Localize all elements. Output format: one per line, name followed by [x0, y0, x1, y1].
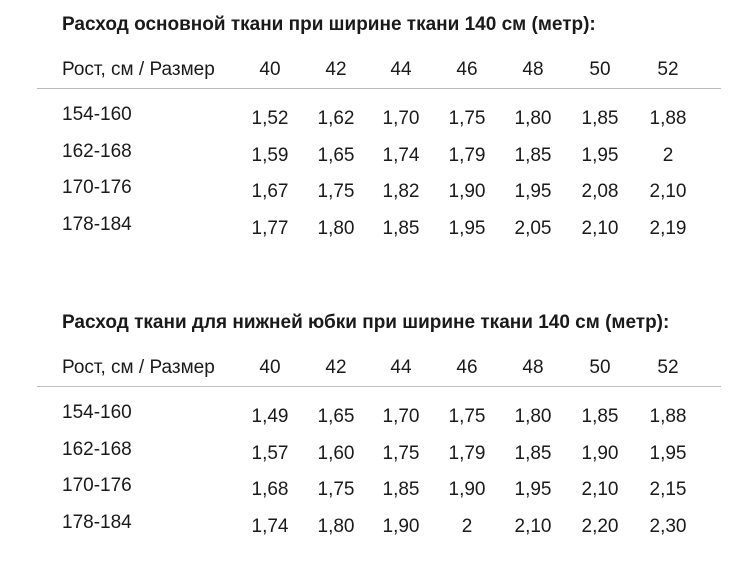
header-size: 46 [456, 357, 478, 378]
header-label: Рост, см / Размер [62, 357, 215, 378]
cell: 1,88 [649, 406, 687, 427]
header-size: 48 [522, 357, 544, 378]
divider [37, 88, 721, 89]
row-label: 170-176 [62, 177, 132, 198]
cell: 2,30 [649, 515, 687, 537]
row-label: 162-168 [62, 438, 132, 460]
header-size: 48 [522, 59, 544, 80]
header-size: 50 [589, 59, 611, 80]
cell: 1,80 [514, 406, 552, 427]
cell: 1,80 [317, 217, 355, 239]
cell: 1,60 [317, 442, 355, 464]
cell: 2,08 [581, 181, 619, 202]
cell: 1,90 [382, 515, 420, 537]
cell: 2,20 [581, 515, 619, 537]
cell: 1,49 [251, 406, 289, 427]
cell: 1,77 [251, 217, 289, 239]
cell: 2,10 [581, 479, 619, 500]
cell: 1,65 [317, 406, 355, 427]
cell: 2 [662, 144, 674, 166]
cell: 1,75 [448, 108, 486, 129]
cell: 1,68 [251, 479, 289, 500]
cell: 1,67 [251, 181, 289, 202]
cell: 1,85 [382, 479, 420, 500]
cell: 2,10 [514, 515, 552, 537]
table-title: Расход основной ткани при ширине ткани 1… [62, 14, 596, 35]
row-label: 178-184 [62, 213, 132, 235]
cell: 1,70 [382, 108, 420, 129]
header-size: 40 [259, 59, 281, 80]
cell: 1,74 [251, 515, 289, 537]
row-label: 162-168 [62, 140, 132, 162]
cell: 1,90 [448, 181, 486, 202]
header-size: 44 [390, 59, 412, 80]
header-size: 50 [589, 357, 611, 378]
cell: 1,95 [581, 144, 619, 166]
cell: 1,95 [514, 479, 552, 500]
cell: 2 [461, 515, 473, 537]
header-size: 42 [325, 357, 347, 378]
cell: 1,57 [251, 442, 289, 464]
cell: 1,95 [649, 442, 687, 464]
divider [37, 386, 721, 387]
cell: 1,79 [448, 442, 486, 464]
cell: 1,95 [448, 217, 486, 239]
cell: 1,80 [514, 108, 552, 129]
cell: 1,75 [317, 181, 355, 202]
cell: 1,75 [382, 442, 420, 464]
header-size: 52 [657, 357, 679, 378]
cell: 1,79 [448, 144, 486, 166]
cell: 1,82 [382, 181, 420, 202]
cell: 1,59 [251, 144, 289, 166]
cell: 2,05 [514, 217, 552, 239]
row-label: 178-184 [62, 511, 132, 533]
cell: 1,90 [448, 479, 486, 500]
cell: 1,85 [581, 406, 619, 427]
cell: 1,90 [581, 442, 619, 464]
cell: 1,75 [448, 406, 486, 427]
cell: 1,70 [382, 406, 420, 427]
row-label: 170-176 [62, 475, 132, 496]
header-label: Рост, см / Размер [62, 59, 215, 80]
cell: 1,85 [382, 217, 420, 239]
header-size: 46 [456, 59, 478, 80]
table-title: Расход ткани для нижней юбки при ширине … [62, 312, 670, 333]
cell: 1,85 [514, 442, 552, 464]
row-label: 154-160 [62, 104, 132, 125]
row-label: 154-160 [62, 402, 132, 423]
cell: 1,65 [317, 144, 355, 166]
header-size: 42 [325, 59, 347, 80]
cell: 2,10 [649, 181, 687, 202]
cell: 1,80 [317, 515, 355, 537]
cell: 1,85 [581, 108, 619, 129]
header-size: 52 [657, 59, 679, 80]
cell: 1,52 [251, 108, 289, 129]
cell: 1,95 [514, 181, 552, 202]
cell: 2,10 [581, 217, 619, 239]
cell: 1,85 [514, 144, 552, 166]
cell: 1,75 [317, 479, 355, 500]
cell: 1,88 [649, 108, 687, 129]
header-size: 40 [259, 357, 281, 378]
cell: 2,15 [649, 479, 687, 500]
cell: 2,19 [649, 217, 687, 239]
header-size: 44 [390, 357, 412, 378]
cell: 1,74 [382, 144, 420, 166]
cell: 1,62 [317, 108, 355, 129]
